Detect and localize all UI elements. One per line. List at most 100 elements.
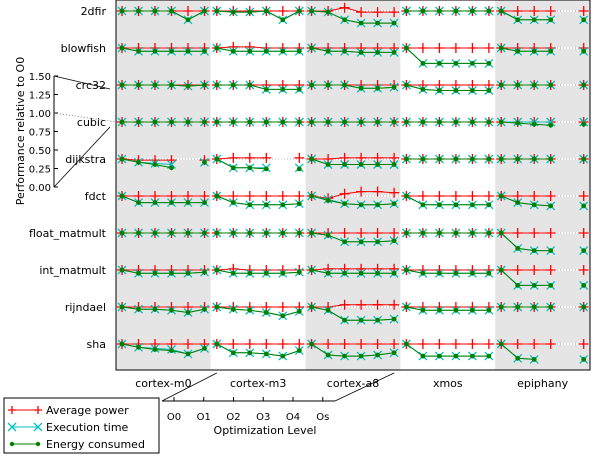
energy-marker <box>515 48 521 54</box>
legend-marker <box>33 422 43 432</box>
power-marker <box>389 7 400 18</box>
power-marker <box>372 7 383 18</box>
energy-marker <box>119 230 125 236</box>
energy-marker <box>119 341 125 347</box>
energy-marker <box>247 9 253 15</box>
power-marker <box>372 228 383 238</box>
series-energy-consumed <box>119 230 587 254</box>
energy-marker <box>152 48 158 54</box>
energy-marker <box>453 353 459 359</box>
energy-marker <box>185 270 191 276</box>
series-line <box>311 195 395 206</box>
energy-marker <box>280 119 286 125</box>
inset-y-tick-label: 0.25 <box>29 165 51 176</box>
series-line <box>406 343 489 357</box>
energy-marker <box>280 313 286 319</box>
energy-marker <box>309 119 314 125</box>
inset-connector <box>161 372 217 402</box>
energy-marker <box>375 352 380 358</box>
power-marker <box>389 187 400 198</box>
platform-label: cortex-m3 <box>230 377 286 390</box>
power-marker <box>512 339 523 349</box>
band-cortex-m3 <box>210 0 306 370</box>
energy-marker <box>263 202 269 208</box>
series-line <box>311 47 395 53</box>
power-marker <box>389 152 400 163</box>
energy-marker <box>358 50 364 55</box>
energy-marker <box>581 82 587 88</box>
energy-marker <box>296 201 302 207</box>
energy-marker <box>152 306 158 312</box>
platform-label: cortex-a8 <box>327 377 379 390</box>
energy-marker <box>136 200 141 206</box>
energy-marker <box>296 166 302 172</box>
platform-label: epiphany <box>517 377 568 390</box>
row-int_matmult <box>116 263 590 290</box>
energy-marker <box>581 283 587 288</box>
power-marker <box>356 299 367 310</box>
energy-marker <box>515 283 521 288</box>
legend-entry: Energy consumed <box>9 438 145 451</box>
energy-marker <box>453 61 459 66</box>
inset-y-tick-label: 1.50 <box>29 72 51 83</box>
row-sha <box>116 339 590 364</box>
energy-marker <box>185 230 191 236</box>
energy-marker <box>581 48 587 54</box>
energy-marker <box>391 84 397 90</box>
series-line <box>216 306 300 317</box>
energy-marker <box>296 8 302 14</box>
series-line <box>406 84 489 91</box>
band-cortex-a8 <box>305 0 401 370</box>
energy-marker <box>309 8 314 14</box>
energy-marker <box>548 17 554 23</box>
inset-y-tick-label: 0.00 <box>29 183 51 194</box>
energy-marker <box>280 270 286 276</box>
energy-marker <box>515 200 521 206</box>
energy-marker <box>375 202 380 208</box>
power-marker <box>417 191 428 201</box>
energy-marker <box>185 48 191 54</box>
benchmark-label: crc32 <box>76 79 106 92</box>
power-marker <box>294 191 305 201</box>
energy-marker <box>280 353 286 359</box>
energy-marker <box>185 200 191 206</box>
energy-marker <box>404 8 409 14</box>
energy-marker <box>263 230 269 236</box>
power-marker <box>512 191 523 201</box>
energy-marker <box>247 202 253 208</box>
energy-marker <box>498 8 504 14</box>
energy-marker <box>263 166 269 172</box>
energy-marker <box>486 202 492 208</box>
inset-x-tick-label: Os <box>316 412 329 423</box>
power-marker <box>199 191 210 201</box>
energy-marker <box>437 119 442 125</box>
energy-marker <box>375 119 380 125</box>
power-marker <box>277 339 288 349</box>
energy-marker <box>342 239 347 245</box>
energy-marker <box>214 230 220 236</box>
legend-marker <box>35 441 41 447</box>
legend-marker <box>9 441 15 447</box>
energy-marker <box>119 119 125 125</box>
energy-marker <box>185 83 191 89</box>
power-marker <box>372 339 383 349</box>
energy-marker <box>309 267 314 273</box>
inset-x-label: Optimization Level <box>214 424 317 437</box>
energy-marker <box>309 230 314 236</box>
energy-marker <box>404 230 409 236</box>
energy-marker <box>185 17 191 23</box>
energy-marker <box>470 270 475 276</box>
power-marker <box>512 6 523 16</box>
inset-connector <box>334 372 395 402</box>
energy-marker <box>202 230 207 236</box>
legend-marker <box>8 406 16 414</box>
energy-marker <box>169 82 174 88</box>
energy-marker <box>202 269 207 275</box>
energy-marker <box>263 8 269 14</box>
energy-marker <box>404 45 409 51</box>
energy-marker <box>404 156 409 162</box>
power-marker <box>244 152 255 163</box>
row-blowfish <box>116 41 590 68</box>
energy-marker <box>470 353 475 359</box>
